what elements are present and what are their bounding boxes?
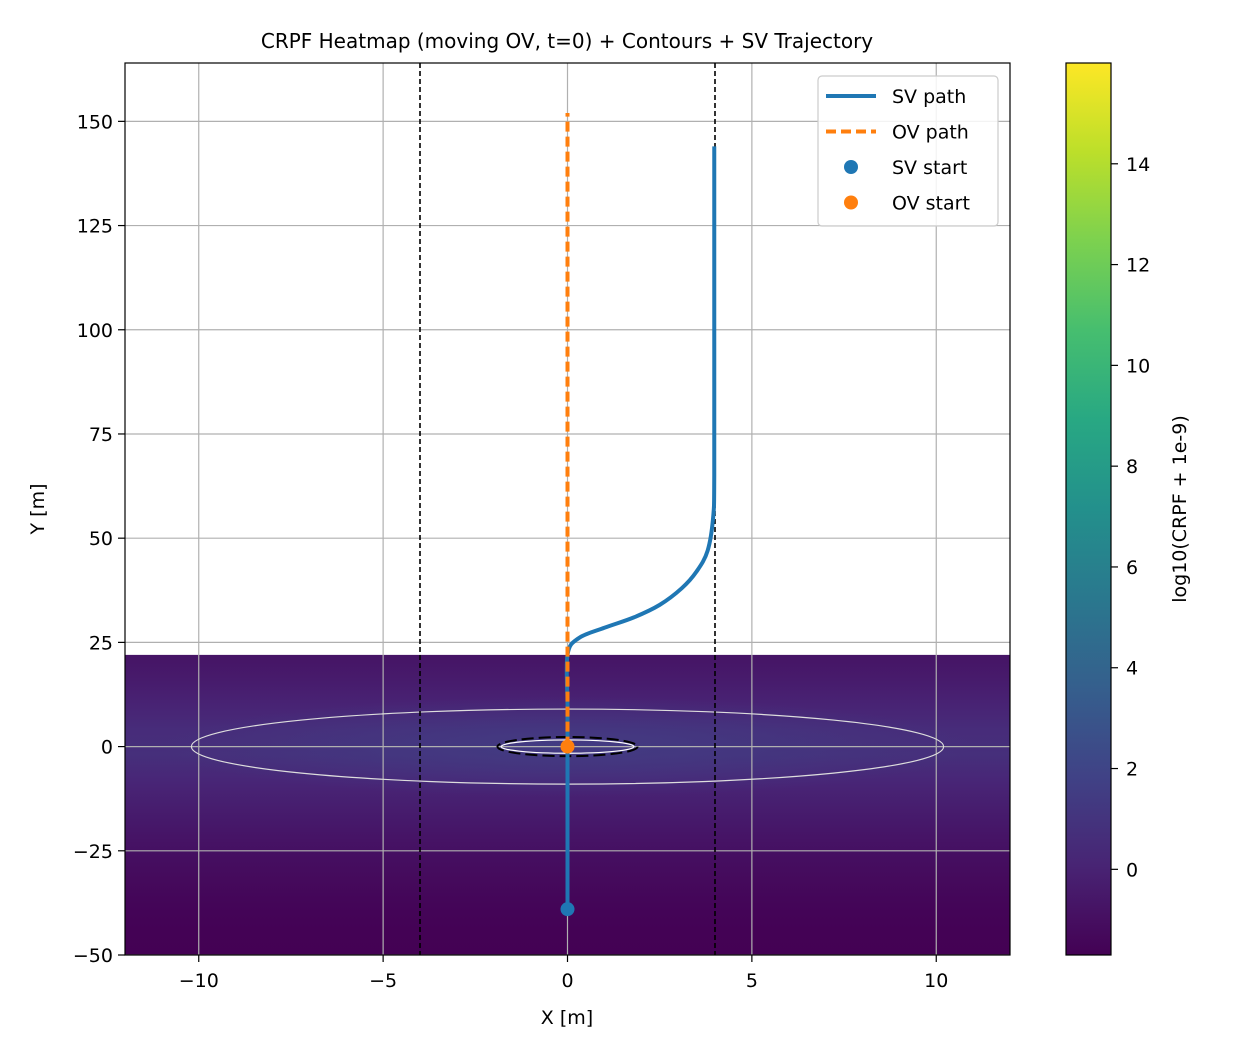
- y-tick-label: −25: [73, 841, 113, 863]
- x-axis: −10 −5 0 5 10: [179, 955, 948, 992]
- legend-label-sv-path: SV path: [892, 86, 966, 108]
- point-sv-start: [560, 902, 575, 917]
- x-tick-label: −10: [179, 970, 219, 992]
- colorbar-tick-label: 4: [1126, 658, 1138, 680]
- colorbar-tick-label: 2: [1126, 759, 1138, 781]
- grid: [125, 63, 1010, 955]
- colorbar-tick-label: 10: [1126, 355, 1150, 377]
- y-tick-label: 75: [89, 424, 113, 446]
- y-tick-label: 25: [89, 632, 113, 654]
- legend-label-sv-start: SV start: [892, 157, 967, 179]
- legend-swatch-ov-start: [844, 195, 858, 210]
- legend-frame: [817, 75, 999, 227]
- colorbar: log10(CRPF + 1e-9) 0 2 4 6 8 10 12 14: [1065, 62, 1191, 956]
- y-tick-label: 150: [77, 111, 113, 133]
- y-axis: −50 −25 0 25 50 75 100 125 150: [73, 111, 125, 967]
- legend-label-ov-path: OV path: [892, 122, 969, 144]
- point-ov-start: [560, 739, 575, 754]
- colorbar-tick-label: 14: [1126, 154, 1150, 176]
- colorbar-tick-label: 6: [1126, 557, 1138, 579]
- legend: SV path OV path SV start OV start: [817, 75, 999, 227]
- series-layer: [560, 113, 717, 917]
- legend-swatch-sv-start: [844, 160, 858, 174]
- colorbar-label: log10(CRPF + 1e-9): [1169, 415, 1191, 603]
- y-tick-label: 0: [101, 737, 113, 759]
- x-tick-label: 0: [561, 970, 573, 992]
- x-tick-label: 10: [924, 970, 948, 992]
- y-tick-label: 100: [77, 320, 113, 342]
- y-tick-label: −50: [73, 945, 113, 967]
- legend-label-ov-start: OV start: [892, 193, 970, 215]
- series-sv-path: [564, 146, 717, 910]
- y-tick-label: 50: [89, 528, 113, 550]
- x-axis-label: X [m]: [541, 1007, 593, 1029]
- colorbar-tick-label: 0: [1126, 859, 1138, 881]
- chart-title: CRPF Heatmap (moving OV, t=0) + Contours…: [261, 29, 873, 53]
- colorbar-tick-label: 12: [1126, 255, 1150, 277]
- colorbar-tick-label: 8: [1126, 456, 1138, 478]
- y-tick-label: 125: [77, 216, 113, 238]
- x-tick-label: −5: [369, 970, 397, 992]
- colorbar-scale: [1065, 62, 1112, 956]
- y-axis-label: Y [m]: [27, 484, 49, 536]
- x-tick-label: 5: [746, 970, 758, 992]
